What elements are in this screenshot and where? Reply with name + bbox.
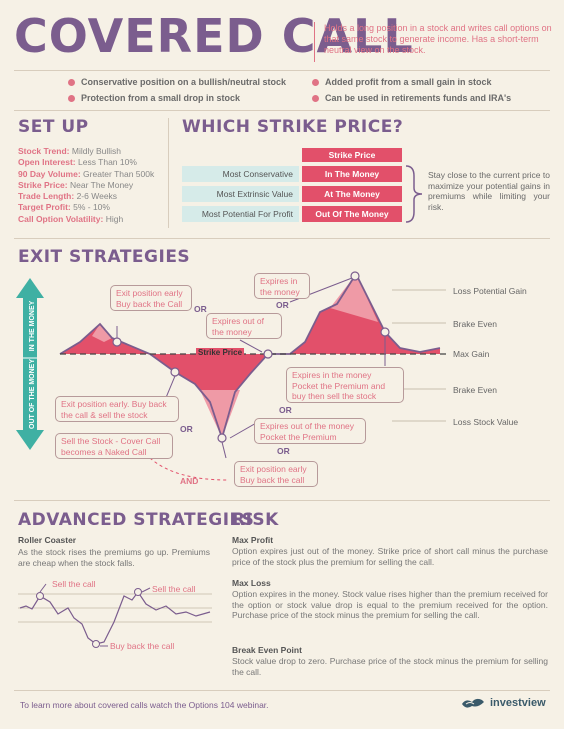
bullet-2: Added profit from a small gain in stock <box>312 77 492 87</box>
risk-text: Stock value drop to zero. Purchase price… <box>232 656 548 677</box>
brace-icon <box>405 165 423 223</box>
investview-logo-icon <box>462 698 484 708</box>
strike-row-value: At The Money <box>302 186 402 202</box>
or-label: OR <box>277 446 290 456</box>
setup-heading: SET UP <box>18 117 89 137</box>
brand-name: investview <box>490 697 546 709</box>
page-title: COVERED CALL <box>14 9 414 63</box>
bullet-1: Conservative position on a bullish/neutr… <box>68 77 286 87</box>
strike-col-header: Strike Price <box>302 148 402 162</box>
level-label: Loss Stock Value <box>453 417 519 427</box>
strike-row-label: Most Extrinsic Value <box>182 186 299 202</box>
or-label: OR <box>180 424 193 434</box>
roller-label: Sell the call <box>52 579 96 589</box>
footer-text: To learn more about covered calls watch … <box>20 700 269 710</box>
level-label: Brake Even <box>453 385 497 395</box>
bullet-3: Protection from a small drop in stock <box>68 93 240 103</box>
or-label: OR <box>276 300 289 310</box>
risk-title: Max Loss <box>232 578 271 588</box>
section-divider <box>168 118 169 228</box>
level-label: Max Gain <box>453 349 490 359</box>
roller-label: Sell the call <box>152 584 196 594</box>
divider <box>14 110 550 111</box>
strike-row-value: In The Money <box>302 166 402 182</box>
divider <box>14 70 550 71</box>
risk-title: Break Even Point <box>232 645 302 655</box>
risk-title: Max Profit <box>232 535 274 545</box>
advanced-text: As the stock rises the premiums go up. P… <box>18 547 210 568</box>
roller-label: Buy back the call <box>110 641 175 651</box>
callout-buy-back-call: Exit position early Buy back the Call <box>110 285 192 311</box>
divider <box>14 500 550 501</box>
risk-text: Option expires in the money. Stock value… <box>232 589 548 620</box>
strike-row-label: Most Conservative <box>182 166 299 182</box>
advanced-heading: ADVANCED STRATEGIES <box>18 510 255 530</box>
risk-heading: RISK <box>232 510 279 530</box>
strike-price-label: Strike Price <box>196 348 245 357</box>
or-label: OR <box>279 405 292 415</box>
title-divider <box>314 22 315 62</box>
callout-expires-itm: Expires in the money <box>254 273 310 299</box>
setup-list: Stock Trend: Mildly Bullish Open Interes… <box>18 146 155 224</box>
intro-text: Holds a long position in a stock and wri… <box>324 23 552 55</box>
level-label: Brake Even <box>453 319 497 329</box>
bullet-4: Can be used in retirements funds and IRA… <box>312 93 511 103</box>
callout-expires-otm: Expires out of the money <box>206 313 282 339</box>
callout-buy-back-sell-stock: Exit position early. Buy back the call &… <box>55 396 179 422</box>
strike-row-label: Most Potential For Profit <box>182 206 299 222</box>
callout-exit-early: Exit position early Buy back the call <box>234 461 318 487</box>
level-label: Loss Potential Gain <box>453 286 527 296</box>
axis-in-the-money: IN THE MONEY <box>29 300 36 351</box>
strike-note: Stay close to the current price to maxim… <box>428 170 550 212</box>
divider <box>14 238 550 239</box>
and-label: AND <box>180 476 199 486</box>
axis-out-of-the-money: OUT OF THE MONEY <box>29 359 36 429</box>
exit-diagram: IN THE MONEY OUT OF THE MONEY <box>16 271 446 481</box>
advanced-sub: Roller Coaster <box>18 535 77 545</box>
roller-coaster-chart <box>18 583 212 648</box>
callout-expires-otm-pocket: Expires out of the money Pocket the Prem… <box>254 418 366 444</box>
callout-naked-call: Sell the Stock - Cover Call becomes a Na… <box>55 433 173 459</box>
strike-row-value: Out Of The Money <box>302 206 402 222</box>
divider <box>14 690 550 691</box>
callout-expires-itm-pocket: Expires in the money Pocket the Premium … <box>286 367 404 403</box>
or-label: OR <box>194 304 207 314</box>
risk-text: Option expires just out of the money. St… <box>232 546 548 567</box>
exit-heading: EXIT STRATEGIES <box>18 247 191 267</box>
strike-heading: WHICH STRIKE PRICE? <box>182 117 404 137</box>
